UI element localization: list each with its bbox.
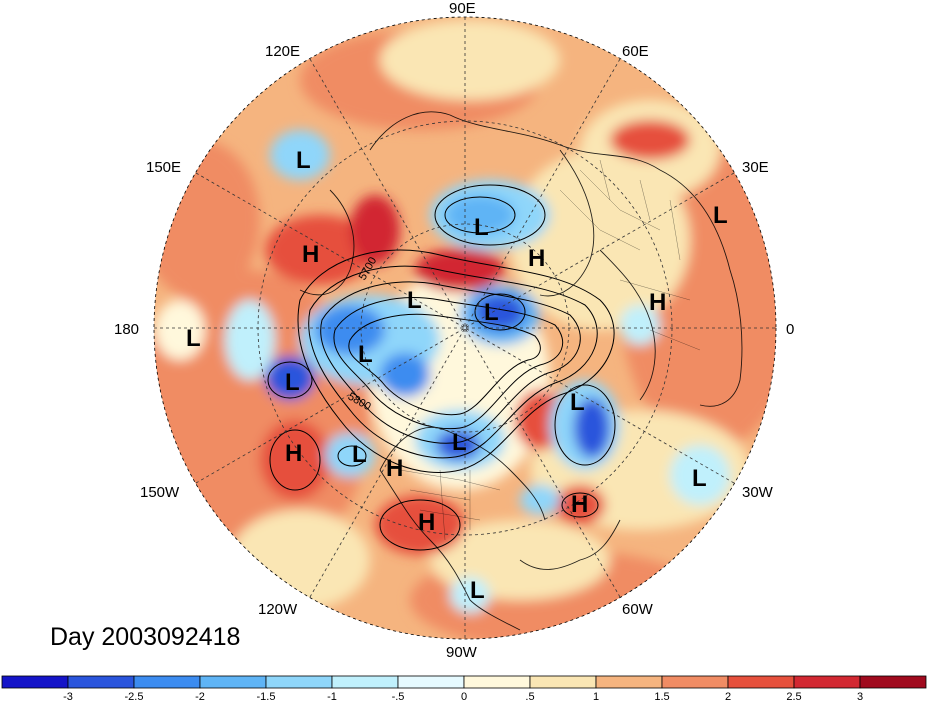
lon-label-90w: 90W bbox=[446, 644, 478, 661]
pressure-centers: L L L H L H L H L L L L L L L H H H L H … bbox=[186, 147, 728, 604]
colorbar-swatch bbox=[661, 675, 729, 689]
pressure-center-low: L bbox=[352, 441, 367, 468]
pressure-center-low: L bbox=[484, 299, 499, 326]
colorbar-tick-label: -2.5 bbox=[125, 691, 144, 702]
colorbar-tick-label: 1 bbox=[593, 691, 599, 702]
colorbar-tick-label: -2 bbox=[195, 691, 205, 702]
pressure-center-low: L bbox=[474, 214, 489, 241]
pressure-center-high: H bbox=[386, 455, 403, 482]
pressure-center-low: L bbox=[296, 147, 311, 174]
lon-label-0: 0 bbox=[786, 321, 794, 338]
lon-label-90e: 90E bbox=[449, 0, 476, 17]
pressure-center-low: L bbox=[285, 369, 300, 396]
pressure-center-high: H bbox=[649, 289, 666, 316]
colorbar-swatch bbox=[133, 675, 201, 689]
colorbar-swatch bbox=[265, 675, 333, 689]
lon-label-120e: 120E bbox=[265, 43, 300, 60]
colorbar-tick-label: 2.5 bbox=[786, 691, 801, 702]
pressure-center-high: H bbox=[418, 509, 435, 536]
coastlines bbox=[299, 111, 743, 631]
colorbar-swatch bbox=[463, 675, 531, 689]
pressure-center-low: L bbox=[570, 389, 585, 416]
colorbar: -3 -2.5 -2 -1.5 -1 -.5 0 .5 1 1.5 2 2.5 3 bbox=[1, 675, 927, 702]
date-label: Day 2003092418 bbox=[50, 623, 240, 651]
colorbar-swatch bbox=[793, 675, 861, 689]
lon-label-30e: 30E bbox=[742, 159, 769, 176]
colorbar-tick-label: 0 bbox=[461, 691, 467, 702]
pressure-center-high: H bbox=[285, 440, 302, 467]
graticule bbox=[154, 17, 776, 639]
anomaly-field bbox=[154, 17, 776, 639]
pressure-center-high: H bbox=[528, 245, 545, 272]
map-boundary bbox=[153, 16, 777, 640]
colorbar-tick-label: 3 bbox=[857, 691, 863, 702]
colorbar-tick-label: -1.5 bbox=[257, 691, 276, 702]
lon-label-120w: 120W bbox=[258, 601, 298, 618]
colorbar-tick-label: 1.5 bbox=[654, 691, 669, 702]
colorbar-tick-label: -.5 bbox=[392, 691, 405, 702]
colorbar-tick-label: 2 bbox=[725, 691, 731, 702]
colorbar-swatch bbox=[397, 675, 465, 689]
lon-label-60w: 60W bbox=[622, 601, 654, 618]
pressure-center-low: L bbox=[407, 287, 422, 314]
colorbar-swatch bbox=[1, 675, 69, 689]
lon-label-150w: 150W bbox=[140, 484, 180, 501]
borders bbox=[399, 159, 701, 541]
colorbar-tick-label: .5 bbox=[525, 691, 534, 702]
colorbar-swatch bbox=[199, 675, 267, 689]
lon-label-180: 180 bbox=[114, 321, 139, 338]
colorbar-swatch bbox=[529, 675, 597, 689]
colorbar-swatch bbox=[727, 675, 795, 689]
pressure-center-low: L bbox=[713, 202, 728, 229]
pressure-center-low: L bbox=[452, 429, 467, 456]
colorbar-tick-label: -1 bbox=[327, 691, 337, 702]
colorbar-swatch bbox=[859, 675, 927, 689]
pressure-center-low: L bbox=[470, 577, 485, 604]
lon-label-150e: 150E bbox=[146, 159, 181, 176]
pressure-center-low: L bbox=[692, 465, 707, 492]
pressure-center-high: H bbox=[302, 241, 319, 268]
pressure-center-low: L bbox=[358, 341, 373, 368]
colorbar-tick-label: -3 bbox=[63, 691, 73, 702]
colorbar-swatch bbox=[67, 675, 135, 689]
lon-label-60e: 60E bbox=[622, 43, 649, 60]
pressure-center-low: L bbox=[186, 325, 201, 352]
colorbar-swatch bbox=[331, 675, 399, 689]
colorbar-swatch bbox=[595, 675, 663, 689]
lon-label-30w: 30W bbox=[742, 484, 774, 501]
pressure-center-high: H bbox=[571, 491, 588, 518]
